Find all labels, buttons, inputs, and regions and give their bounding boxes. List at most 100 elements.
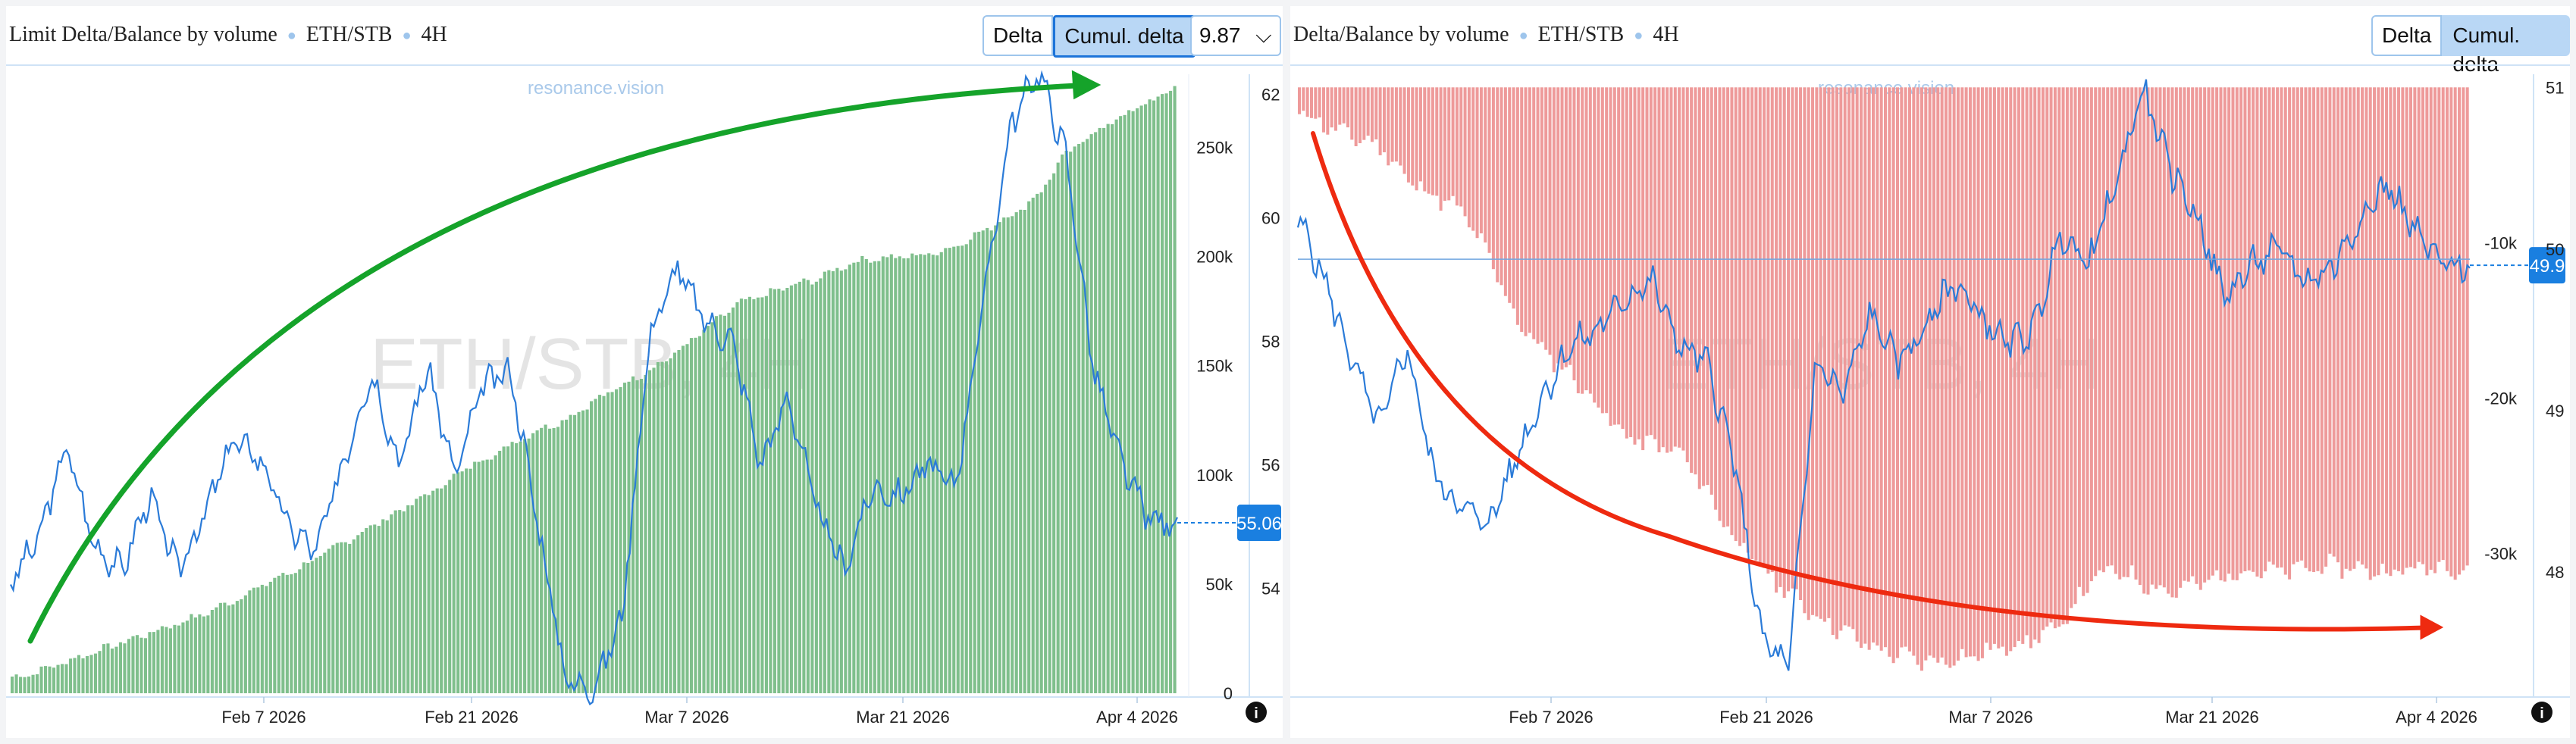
volume-bar [772,289,776,694]
chart-panel-right: Delta/Balance by volume ● ETH/STB ● 4H D… [1290,6,2570,738]
delta-bar [1766,87,1770,574]
delta-bar [1973,87,1976,657]
separator-dot-icon: ● [287,27,296,45]
delta-bar [1904,87,1907,647]
delta-bar [2247,87,2251,571]
volume-bar [152,632,155,693]
volume-bar [835,267,839,693]
delta-bar [1888,87,1891,657]
volume-bar [660,361,664,693]
volume-bar [498,451,502,693]
volume-bar [193,617,197,693]
delta-button[interactable]: Delta [982,15,1054,56]
delta-bar [2004,87,2008,656]
delta-bar [1354,87,1358,146]
volume-bar [1044,184,1048,693]
delta-bar [1649,87,1653,436]
delta-bar [2393,87,2396,570]
delta-bar [1435,87,1439,196]
trend-arrow-shaft [27,82,1096,644]
volume-tick-label: 200k [1196,248,1233,267]
volume-bar [806,280,810,694]
delta-bar [1467,87,1471,228]
volume-bar [110,649,114,693]
volume-bar [227,605,230,693]
volume-bar [986,227,989,693]
volume-bar [215,607,218,693]
volume-bar [877,261,881,694]
volume-bar [1173,86,1177,694]
volume-bar [852,262,856,693]
delta-bar [1884,87,1887,648]
volume-bar [118,642,123,693]
volume-bar [306,563,310,693]
separator-dot-icon: ● [1634,27,1644,45]
delta-bar [1666,87,1669,453]
price-badge-label: 55.06 [1236,514,1282,534]
volume-bar [98,651,102,693]
delta-bar [2312,87,2316,573]
mode-toggle: Delta Cumul. delta [2371,15,2570,76]
delta-bar [1415,87,1418,191]
volume-bar [1089,134,1093,694]
volume-bar [340,542,343,693]
delta-bar [1479,87,1483,233]
volume-tick-label: 50k [1206,575,1233,594]
delta-bar [1968,87,1972,657]
delta-bar [1702,87,1706,486]
volume-bar [1114,119,1118,693]
volume-bar [398,510,402,693]
volume-bar [35,674,39,693]
delta-bar [1641,87,1645,451]
volume-bar [769,288,772,693]
delta-bar [2017,87,2020,642]
volume-bar [581,410,585,693]
delta-bar [1382,87,1386,152]
volume-bar [710,322,714,693]
volume-bar [1061,154,1064,693]
volume-bar [672,352,677,693]
delta-bar [1298,87,1301,114]
delta-bar [2086,87,2089,593]
delta-bar [1653,87,1657,439]
volume-bar [535,430,539,693]
delta-bar [1321,87,1325,133]
delta-bar [1831,87,1835,636]
delta-bar [1960,87,1964,649]
volume-bar [168,628,172,693]
delta-bar [1617,87,1621,425]
cumul-delta-button[interactable]: Cumul. delta [2442,15,2570,76]
delta-bar [2142,87,2146,594]
delta-bar [2215,87,2219,571]
cumul-delta-button[interactable]: Cumul. delta [1053,15,1196,58]
delta-bar [1985,87,1988,643]
delta-bar [1799,87,1803,601]
delta-bar [1581,87,1584,394]
delta-bar [1681,87,1685,451]
volume-bar [585,409,589,693]
volume-bar [731,307,735,693]
delta-bar [1508,87,1512,303]
sensitivity-select[interactable]: 9.87 ⌵ [1190,15,1281,56]
volume-bar [798,281,801,693]
delta-bar [2013,87,2017,648]
delta-bar [1900,87,1904,648]
delta-bar [1572,87,1576,381]
volume-bar [706,326,710,693]
volume-bar [864,259,868,693]
delta-bar [2094,87,2098,577]
delta-bar [1807,87,1810,621]
volume-bar [565,419,569,693]
delta-bar [2405,87,2408,568]
delta-bar [2421,87,2425,564]
delta-bar [1738,87,1742,546]
volume-bar [527,438,531,693]
volume-bar [977,231,981,693]
volume-bar [594,399,597,693]
delta-button[interactable]: Delta [2371,15,2443,56]
x-tick-label: Mar 7 2026 [1948,708,2032,727]
volume-bar [1136,108,1139,693]
volume-bar [656,362,660,693]
